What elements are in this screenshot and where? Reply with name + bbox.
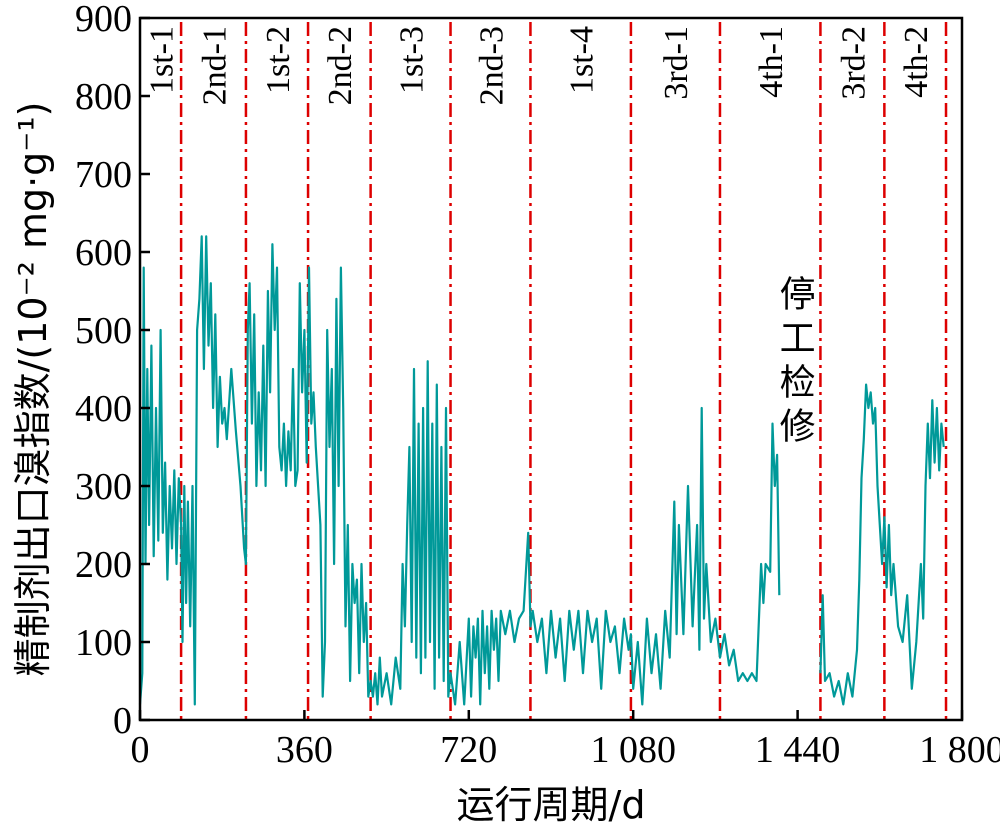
phase-labels: 1st-1 2nd-1 1st-2 2nd-2 1st-3 2nd-3 1st-4 3rd-1…	[144, 26, 935, 105]
annotation-char: 检	[780, 363, 816, 404]
y-tick-label: 500	[75, 310, 132, 352]
phase-label: 4th-2	[898, 26, 935, 98]
annotation-char: 停	[780, 275, 816, 316]
y-tick-label: 800	[75, 76, 132, 118]
phase-label: 3rd-2	[835, 26, 872, 100]
y-tick-label: 0	[113, 700, 132, 742]
annotation-char: 工	[780, 319, 816, 360]
phase-label: 1st-2	[260, 26, 297, 94]
x-axis-label: 运行周期/d	[457, 783, 646, 827]
annotation-char: 修	[780, 407, 816, 448]
y-tick-label: 900	[75, 0, 132, 40]
x-tick-label: 720	[440, 729, 497, 771]
phase-label: 3rd-1	[658, 26, 695, 100]
phase-label: 2nd-2	[322, 26, 359, 105]
y-tick-label: 700	[75, 154, 132, 196]
phase-label: 2nd-1	[197, 26, 234, 105]
y-tick-label: 200	[75, 544, 132, 586]
y-tick-label: 300	[75, 466, 132, 508]
phase-boundaries	[179, 22, 948, 720]
phase-label: 1st-3	[393, 26, 430, 94]
phase-label: 4th-1	[753, 26, 790, 98]
x-tick-label: 1 800	[919, 729, 1000, 771]
series-layer	[138, 235, 945, 706]
y-tick-label: 400	[75, 388, 132, 430]
plot-frame	[138, 16, 964, 722]
y-tick-label: 600	[75, 232, 132, 274]
phase-label: 1st-4	[564, 26, 601, 94]
phase-label: 1st-1	[144, 26, 181, 94]
phase-label: 2nd-3	[473, 26, 510, 105]
bromine-index-series-line	[138, 235, 945, 706]
y-tick-label: 100	[75, 622, 132, 664]
x-tick-label: 360	[276, 729, 333, 771]
x-tick-label: 1 080	[590, 729, 676, 771]
x-tick-label: 1 440	[755, 729, 841, 771]
axis-ticks: 0 100 200 300 400 500 600 700 800 900 0 360 720 1 080…	[75, 0, 1000, 771]
y-axis-label: 精制剂出口溴指数/(10⁻² mg·g⁻¹)	[11, 102, 55, 677]
x-tick-label: 0	[131, 729, 150, 771]
